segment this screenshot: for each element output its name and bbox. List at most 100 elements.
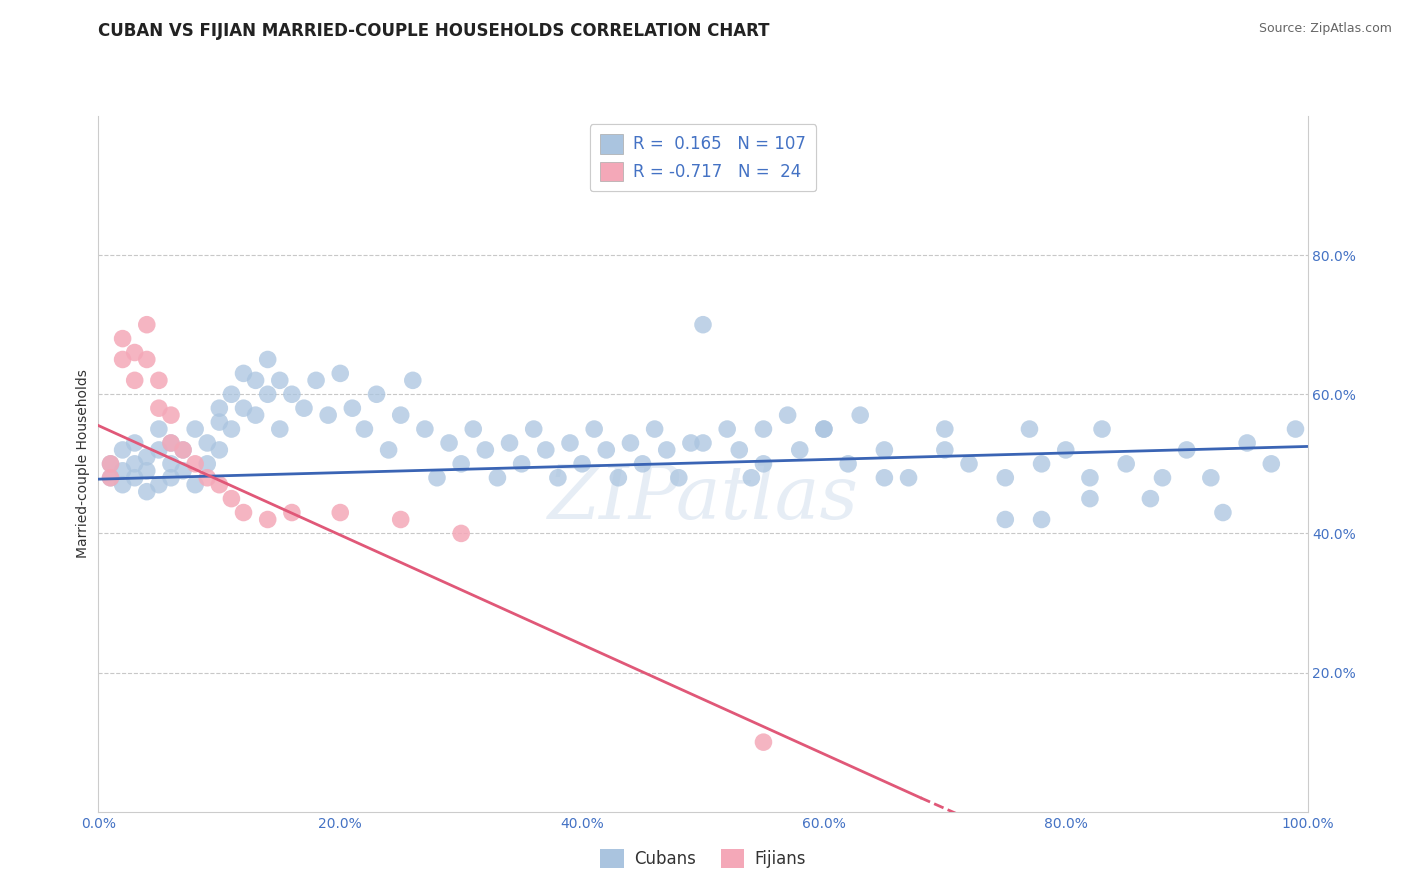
Point (389, 408, 412, 422)
Point (160, 408, 183, 422)
Point (208, 477, 231, 491)
Point (498, 436, 520, 450)
Point (631, 457, 654, 471)
Point (813, 422, 835, 436)
Point (292, 401, 315, 416)
Point (221, 491, 243, 506)
Point (873, 442, 896, 457)
Point (994, 471, 1017, 485)
Point (184, 477, 207, 491)
Point (1115, 457, 1137, 471)
Point (160, 436, 183, 450)
Point (450, 457, 472, 471)
Point (655, 442, 678, 457)
Point (740, 471, 762, 485)
Point (752, 422, 775, 436)
Point (316, 408, 339, 422)
Point (426, 471, 449, 485)
Point (124, 373, 146, 387)
Point (208, 415, 231, 429)
Point (148, 401, 170, 416)
Text: Source: ZipAtlas.com: Source: ZipAtlas.com (1258, 22, 1392, 36)
Point (124, 457, 146, 471)
Point (329, 367, 352, 381)
Point (184, 457, 207, 471)
Point (644, 422, 666, 436)
Point (1236, 436, 1258, 450)
Point (619, 436, 641, 450)
Point (100, 457, 122, 471)
Point (256, 512, 278, 526)
Point (523, 422, 546, 436)
Point (897, 471, 920, 485)
Point (111, 442, 134, 457)
Point (1091, 422, 1114, 436)
Point (124, 345, 146, 359)
Point (111, 464, 134, 478)
Point (269, 422, 291, 436)
Point (1078, 471, 1101, 485)
Point (245, 373, 267, 387)
Point (281, 506, 304, 520)
Point (474, 442, 496, 457)
Point (789, 442, 811, 457)
Point (413, 422, 436, 436)
Point (1078, 491, 1101, 506)
Point (813, 422, 835, 436)
Point (692, 436, 714, 450)
Point (195, 436, 218, 450)
Point (172, 442, 194, 457)
Legend: R =  0.165   N = 107, R = -0.717   N =  24: R = 0.165 N = 107, R = -0.717 N = 24 (591, 124, 815, 191)
Point (1199, 471, 1222, 485)
Point (837, 457, 859, 471)
Point (450, 526, 472, 541)
Point (135, 464, 157, 478)
Point (1175, 442, 1198, 457)
Point (752, 735, 775, 749)
Point (583, 422, 606, 436)
Point (679, 436, 702, 450)
Point (534, 442, 557, 457)
Point (595, 442, 617, 457)
Text: ZIPatlas: ZIPatlas (547, 462, 859, 535)
Point (1152, 471, 1174, 485)
Point (571, 457, 593, 471)
Point (1212, 506, 1234, 520)
Point (221, 422, 243, 436)
Point (100, 471, 122, 485)
Point (692, 318, 714, 332)
Point (934, 442, 956, 457)
Point (510, 457, 533, 471)
Point (195, 457, 218, 471)
Point (256, 352, 278, 367)
Point (752, 457, 775, 471)
Point (957, 457, 980, 471)
Point (342, 401, 364, 416)
Point (1031, 512, 1053, 526)
Point (558, 436, 581, 450)
Point (1260, 457, 1282, 471)
Point (776, 408, 799, 422)
Point (402, 373, 425, 387)
Point (934, 422, 956, 436)
Point (148, 442, 170, 457)
Point (111, 477, 134, 491)
Point (160, 436, 183, 450)
Point (208, 442, 231, 457)
Point (366, 387, 388, 401)
Point (547, 471, 569, 485)
Point (269, 373, 291, 387)
Point (256, 387, 278, 401)
Point (353, 422, 375, 436)
Point (160, 457, 183, 471)
Point (111, 352, 134, 367)
Point (232, 367, 254, 381)
Point (728, 442, 751, 457)
Point (389, 512, 412, 526)
Point (172, 442, 194, 457)
Point (463, 422, 485, 436)
Text: CUBAN VS FIJIAN MARRIED-COUPLE HOUSEHOLDS CORRELATION CHART: CUBAN VS FIJIAN MARRIED-COUPLE HOUSEHOLD… (98, 22, 770, 40)
Point (1054, 442, 1077, 457)
Point (232, 506, 254, 520)
Point (135, 450, 157, 464)
